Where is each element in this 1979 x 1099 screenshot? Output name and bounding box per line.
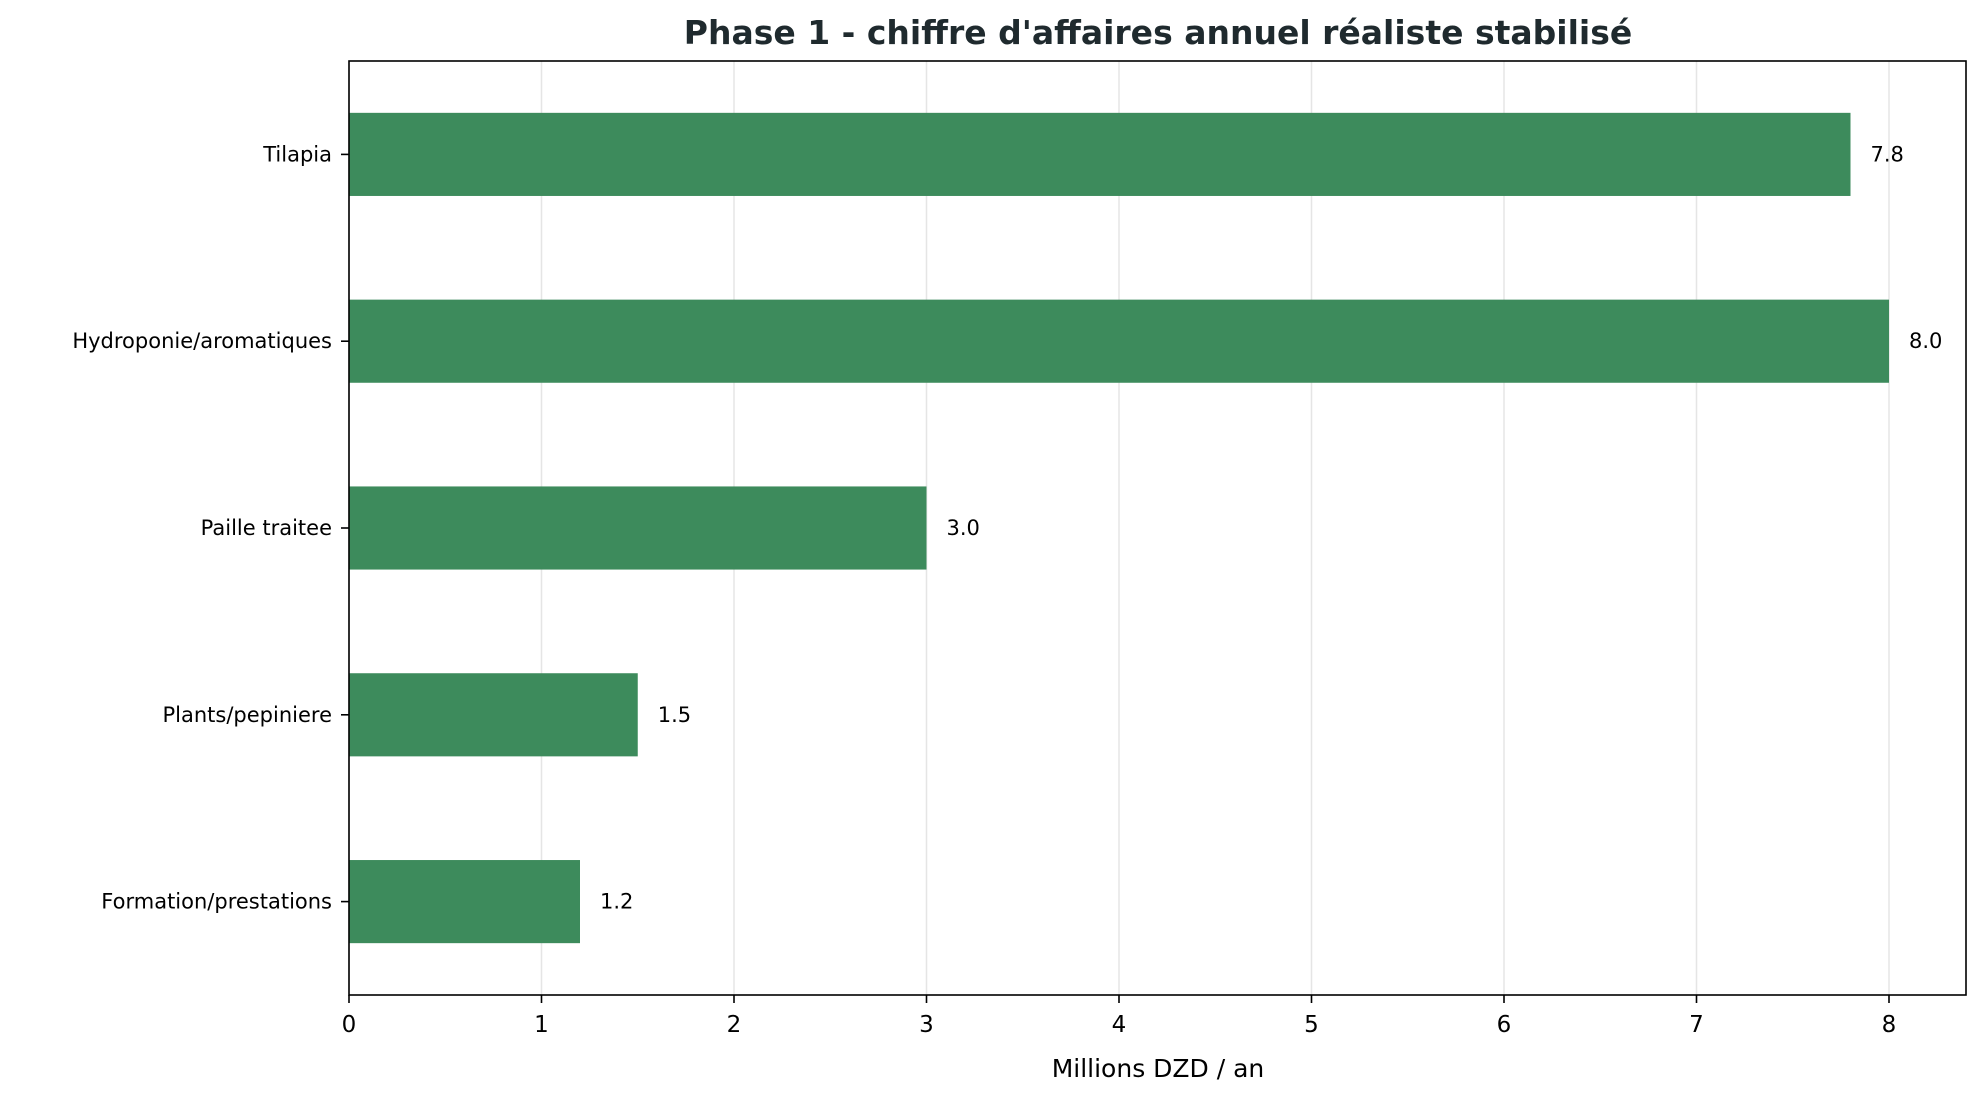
bar-tilapia bbox=[349, 112, 1851, 196]
y-axis-ticks: Tilapia Hydroponie/aromatiques Paille trai… bbox=[72, 142, 349, 914]
data-labels: 7.8 8.0 3.0 1.5 1.2 bbox=[600, 142, 1942, 913]
bar-plants-pepiniere bbox=[349, 673, 638, 757]
y-tick-label: Hydroponie/aromatiques bbox=[72, 329, 332, 353]
bar-paille-traitee bbox=[349, 486, 927, 570]
x-tick-label: 3 bbox=[919, 1012, 934, 1038]
data-label: 7.8 bbox=[1871, 142, 1904, 166]
data-label: 8.0 bbox=[1909, 329, 1942, 353]
y-tick-label: Paille traitee bbox=[201, 516, 332, 540]
x-tick-label: 8 bbox=[1882, 1012, 1897, 1038]
x-axis-ticks: 0 1 2 3 4 5 6 7 8 bbox=[342, 995, 1897, 1038]
plot-frame bbox=[348, 60, 1967, 996]
y-tick-label: Tilapia bbox=[262, 142, 332, 166]
bar-formation-prestations bbox=[349, 860, 580, 944]
grid-lines bbox=[348, 61, 1890, 995]
x-tick-label: 0 bbox=[342, 1012, 357, 1038]
data-label: 1.2 bbox=[600, 890, 633, 914]
x-tick-label: 2 bbox=[727, 1012, 742, 1038]
x-tick-label: 5 bbox=[1304, 1012, 1319, 1038]
bars bbox=[349, 112, 1889, 944]
bar-hydroponie-aromatiques bbox=[349, 299, 1889, 383]
y-tick-label: Plants/pepiniere bbox=[163, 703, 333, 727]
x-tick-label: 4 bbox=[1112, 1012, 1127, 1038]
x-tick-label: 1 bbox=[534, 1012, 549, 1038]
data-label: 3.0 bbox=[947, 516, 980, 540]
x-tick-label: 6 bbox=[1497, 1012, 1512, 1038]
chart-title: Phase 1 - chiffre d'affaires annuel réal… bbox=[684, 13, 1632, 52]
data-label: 1.5 bbox=[658, 703, 691, 727]
x-axis-label: Millions DZD / an bbox=[1052, 1054, 1265, 1083]
y-tick-label: Formation/prestations bbox=[101, 890, 332, 914]
x-tick-label: 7 bbox=[1689, 1012, 1704, 1038]
